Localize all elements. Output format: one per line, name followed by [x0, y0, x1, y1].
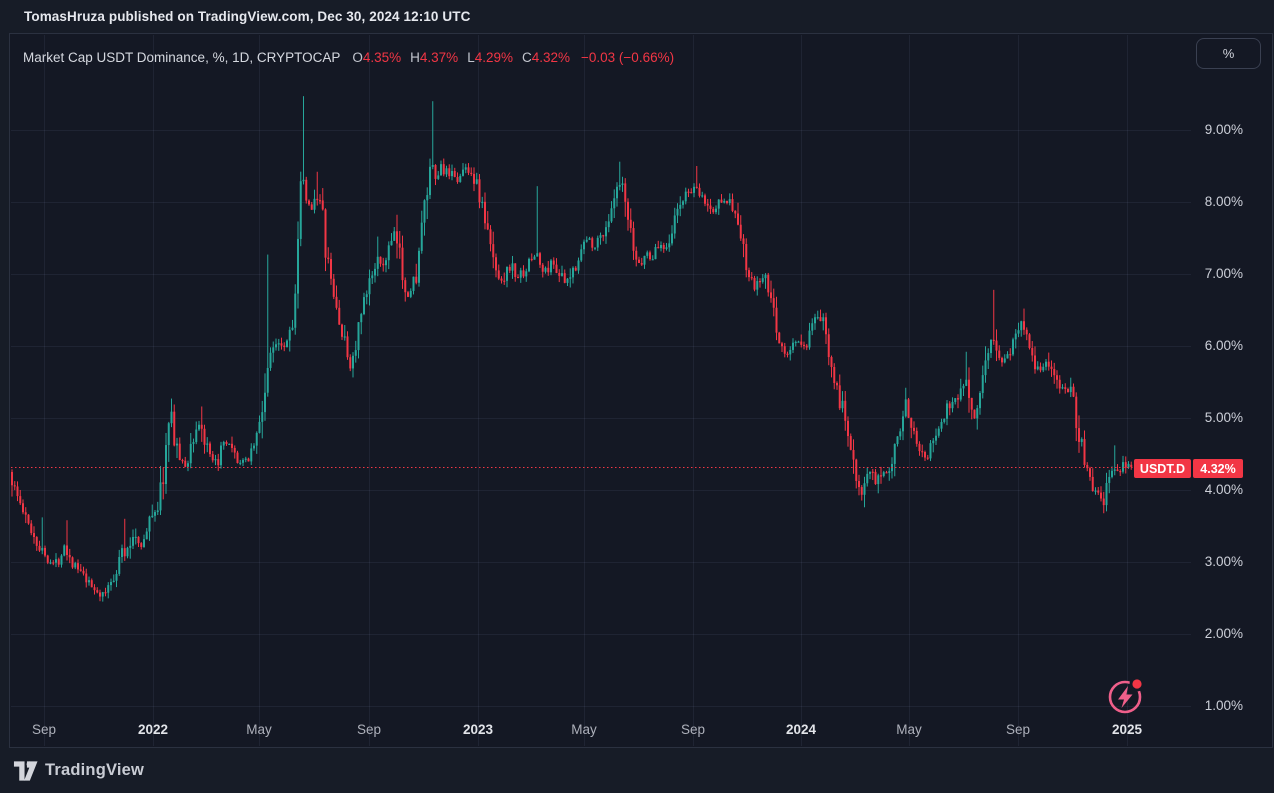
last-price-badge: USDT.D 4.32% — [1134, 459, 1243, 478]
ohlc-close: C4.32% — [522, 50, 570, 65]
attribution-text: TomasHruza published on TradingView.com,… — [24, 9, 471, 24]
change-value: −0.03 (−0.66%) — [581, 49, 675, 65]
time-axis-label: 2023 — [462, 722, 494, 737]
time-axis-label: May — [896, 722, 922, 737]
badge-symbol: USDT.D — [1134, 459, 1191, 478]
ohlc-low: L4.29% — [467, 50, 513, 65]
high-value: 4.37% — [419, 49, 459, 65]
streak-red-dot — [1132, 679, 1142, 689]
lightning-bolt-icon — [1118, 686, 1133, 708]
price-axis-label: 3.00% — [1204, 554, 1243, 569]
candlestick-chart[interactable] — [10, 34, 1272, 747]
time-axis-label: Sep — [680, 722, 706, 737]
badge-value: 4.32% — [1193, 459, 1243, 478]
percent-unit-button[interactable]: % — [1196, 38, 1261, 69]
time-axis-label: Sep — [1005, 722, 1031, 737]
close-value: 4.32% — [531, 49, 571, 65]
open-key: O — [352, 49, 363, 65]
price-axis-label: 8.00% — [1204, 194, 1243, 209]
price-axis-label: 4.00% — [1204, 482, 1243, 497]
time-axis-label: 2022 — [137, 722, 169, 737]
ohlc-high: H4.37% — [410, 50, 458, 65]
low-key: L — [467, 49, 475, 65]
time-axis-label: 2024 — [785, 722, 817, 737]
price-axis-label: 2.00% — [1204, 626, 1243, 641]
time-axis-label: 2025 — [1111, 722, 1143, 737]
time-axis-label: Sep — [356, 722, 382, 737]
price-axis-label: 5.00% — [1204, 410, 1243, 425]
price-axis-label: 7.00% — [1204, 266, 1243, 281]
time-axis-label: May — [246, 722, 272, 737]
ohlc-open: O4.35% — [352, 50, 401, 65]
open-value: 4.35% — [362, 49, 402, 65]
chart-legend: Market Cap USDT Dominance, %, 1D, CRYPTO… — [23, 48, 674, 66]
close-key: C — [521, 49, 532, 65]
publish-streak-icon[interactable] — [1104, 675, 1148, 717]
high-key: H — [410, 49, 420, 65]
footer-bar: TradingView — [0, 748, 1274, 793]
attribution-bar: TomasHruza published on TradingView.com,… — [0, 0, 1274, 33]
percent-unit-label: % — [1222, 46, 1235, 61]
price-scale[interactable]: 9.00% 8.00% 7.00% 6.00% 5.00% 4.00% 3.00% 2.00%… — [1191, 34, 1272, 716]
time-axis-label: Sep — [31, 722, 57, 737]
time-axis-label: May — [571, 722, 597, 737]
price-axis-label: 1.00% — [1204, 698, 1243, 713]
symbol-title[interactable]: Market Cap USDT Dominance, %, 1D, CRYPTO… — [23, 49, 341, 65]
time-scale[interactable]: Sep 2022 May Sep 2023 May Sep 2024 May Sep 2025 — [10, 714, 1272, 747]
price-axis-label: 6.00% — [1204, 338, 1243, 353]
price-axis-label: 9.00% — [1204, 122, 1243, 137]
chart-panel: Market Cap USDT Dominance, %, 1D, CRYPTO… — [9, 33, 1273, 748]
low-value: 4.29% — [474, 49, 513, 65]
tradingview-brand-text[interactable]: TradingView — [45, 761, 145, 779]
tradingview-logo-icon[interactable] — [13, 759, 38, 783]
